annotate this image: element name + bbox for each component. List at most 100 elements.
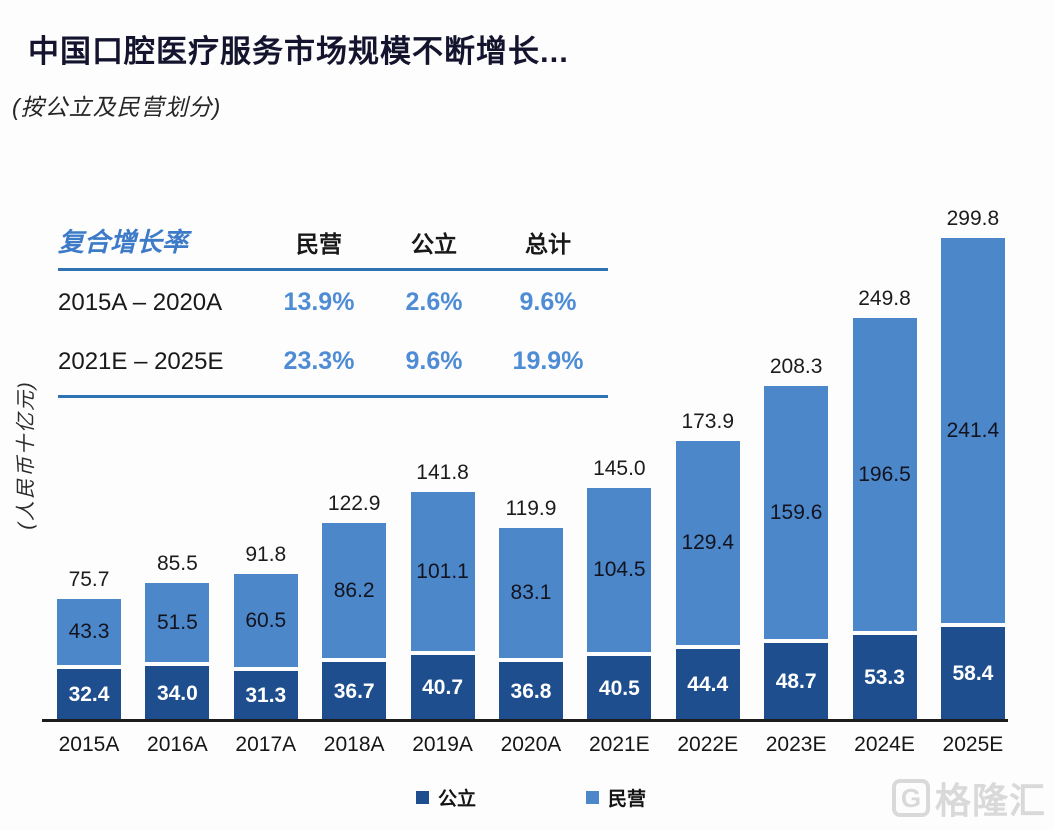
x-axis-tick-label: 2024E	[854, 733, 915, 756]
x-axis-tick-label: 2021E	[588, 733, 650, 756]
bar-segment-private: 196.5	[852, 318, 917, 635]
bar-total-label: 145.0	[593, 457, 646, 480]
x-axis-tick-label: 2018A	[323, 733, 385, 756]
bar-column-2019A: 141.8 101.1 40.7	[410, 461, 475, 721]
stacked-bar-plot: 75.7 43.3 32.4 85.5 51.5 34.0 91.8 60.5 31.3 122.…	[57, 195, 1005, 721]
bar-column-2022E: 173.9 129.4 44.4	[675, 410, 740, 721]
legend-label: 民营	[608, 789, 647, 810]
bar-segment-private: 101.1	[410, 492, 475, 655]
bar-public-value: 53.3	[864, 666, 905, 689]
bar-public-value: 36.8	[510, 679, 552, 703]
bar-column-2016A: 85.5 51.5 34.0	[145, 552, 210, 721]
bar-total-label: 91.8	[245, 543, 287, 566]
bar-private-value: 86.2	[333, 578, 375, 602]
bar-segment-private: 241.4	[940, 238, 1005, 627]
bar-private-value: 51.5	[156, 610, 198, 634]
legend-label: 公立	[437, 789, 476, 810]
legend-swatch	[415, 791, 429, 804]
bar-segment-public: 36.8	[498, 662, 563, 721]
bar-total-label: 208.3	[769, 355, 823, 378]
cagr-col-private: 民营	[296, 231, 342, 257]
bar-total-label: 249.8	[858, 287, 911, 310]
bar-segment-private: 43.3	[57, 599, 121, 669]
bar-public-value: 31.3	[245, 684, 287, 707]
chart-legend: 公立 民营	[57, 784, 1005, 811]
bar-segment-private: 159.6	[764, 386, 829, 643]
bar-total-label: 75.7	[68, 568, 110, 591]
bar-public-value: 32.4	[68, 683, 110, 706]
legend-swatch	[586, 791, 599, 804]
y-axis-label: (人民币十亿元)	[15, 380, 38, 530]
bar-segment-public: 40.5	[587, 656, 652, 721]
bar-segment-public: 53.3	[852, 635, 917, 721]
bar-column-2017A: 91.8 60.5 31.3	[233, 543, 298, 721]
bar-private-value: 43.3	[68, 620, 110, 643]
watermark-text: 格隆汇	[934, 780, 1046, 821]
cagr-row-historical: 2015A – 2020A 13.9% 2.6% 9.6%	[58, 271, 608, 330]
bar-public-value: 44.4	[687, 673, 729, 696]
bar-private-value: 60.5	[245, 608, 287, 632]
x-axis-labels: 2015A 2016A 2017A 2018A 2019A 2020A 2021E 2022E…	[57, 733, 1005, 757]
bar-private-value: 101.1	[416, 559, 469, 583]
bar-total-label: 119.9	[505, 497, 557, 520]
cagr-public-value: 9.6%	[405, 347, 463, 375]
cagr-total-value: 9.6%	[519, 288, 577, 316]
bar-segment-private: 86.2	[322, 523, 387, 662]
bar-column-2020A: 119.9 83.1 36.8	[498, 497, 563, 721]
x-axis-tick-label: 2019A	[412, 733, 473, 756]
cagr-table-title: 复合增长率	[58, 227, 189, 257]
bar-total-label: 85.5	[156, 552, 198, 575]
bar-column-2015A: 75.7 43.3 32.4	[57, 568, 121, 721]
bar-public-value: 34.0	[156, 681, 198, 705]
bar-private-value: 129.4	[681, 531, 735, 554]
cagr-period: 2021E – 2025E	[58, 347, 224, 375]
cagr-private-value: 23.3%	[283, 347, 355, 375]
cagr-total-value: 19.9%	[512, 347, 584, 375]
cagr-col-public: 公立	[411, 231, 457, 257]
cagr-table-header: 复合增长率 民营 公立 总计	[58, 222, 608, 271]
bar-column-2018A: 122.9 86.2 36.7	[322, 492, 387, 721]
cagr-row-forecast: 2021E – 2025E 23.3% 9.6% 19.9%	[58, 330, 608, 389]
watermark-gelonghui: G 格隆汇	[891, 772, 1046, 824]
bar-column-2021E: 145.0 104.5 40.5	[587, 457, 652, 721]
bar-segment-public: 32.4	[57, 669, 121, 721]
bar-segment-public: 34.0	[145, 666, 210, 721]
bar-total-label: 141.8	[416, 461, 469, 484]
x-axis-tick-label: 2023E	[765, 733, 827, 756]
bar-total-label: 122.9	[327, 492, 381, 515]
bar-segment-private: 51.5	[145, 583, 210, 666]
bar-public-value: 48.7	[775, 670, 817, 693]
bar-column-2023E: 208.3 159.6 48.7	[764, 355, 829, 721]
x-axis-tick-label: 2017A	[235, 733, 297, 756]
x-axis-tick-label: 2020A	[500, 733, 562, 756]
bar-segment-private: 129.4	[675, 441, 740, 649]
x-axis-tick-label: 2016A	[147, 733, 208, 756]
bar-column-2025E: 299.8 241.4 58.4	[940, 207, 1005, 721]
x-axis-tick-label: 2022E	[677, 733, 739, 756]
bar-column-2024E: 249.8 196.5 53.3	[852, 287, 917, 721]
bar-public-value: 58.4	[952, 662, 994, 685]
x-axis-tick-label: 2015A	[58, 733, 120, 756]
bar-private-value: 104.5	[593, 558, 646, 581]
bar-segment-public: 40.7	[410, 655, 475, 721]
x-axis-tick-label: 2025E	[942, 733, 1004, 756]
bar-segment-public: 36.7	[322, 662, 387, 721]
legend-item-公立: 公立	[415, 784, 476, 811]
cagr-period: 2015A – 2020A	[58, 288, 223, 316]
bar-segment-public: 44.4	[675, 649, 740, 721]
gelonghui-logo-icon: G	[891, 779, 930, 817]
bar-public-value: 40.5	[598, 676, 640, 700]
cagr-public-value: 2.6%	[405, 288, 463, 316]
cagr-private-value: 13.9%	[283, 288, 355, 316]
chart-subtitle: (按公立及民营划分)	[12, 94, 222, 120]
bar-private-value: 159.6	[769, 500, 823, 524]
bar-segment-public: 58.4	[940, 627, 1005, 721]
bar-private-value: 241.4	[946, 418, 1000, 442]
bar-segment-private: 60.5	[233, 574, 298, 671]
bar-public-value: 36.7	[333, 679, 375, 703]
bar-public-value: 40.7	[422, 676, 463, 699]
bar-total-label: 299.8	[946, 207, 1000, 230]
cagr-table-bottom-rule	[58, 395, 608, 398]
bar-private-value: 83.1	[510, 581, 552, 604]
